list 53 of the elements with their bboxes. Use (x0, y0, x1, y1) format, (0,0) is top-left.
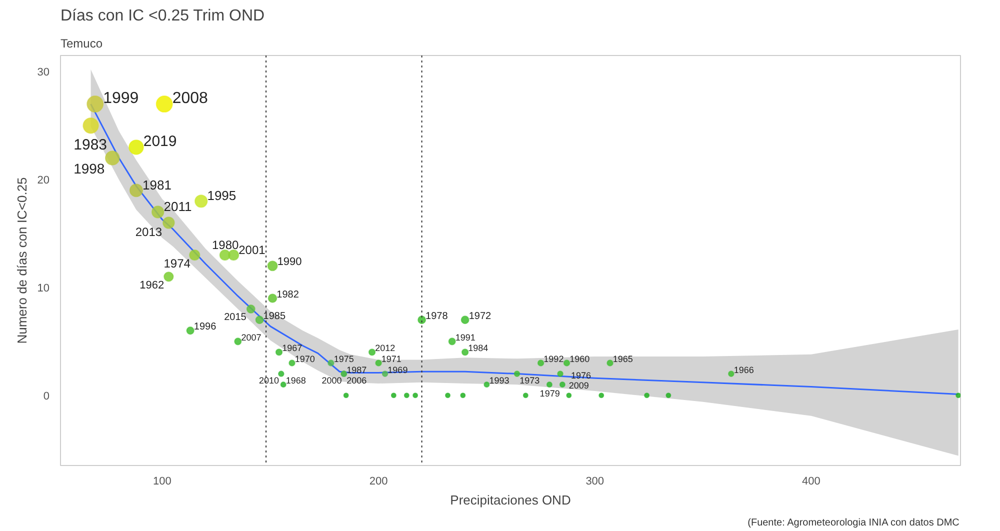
annotation: 1960 (570, 354, 590, 364)
text: (Fuente: Agrometeorologia INIA con datos DMC (748, 518, 960, 528)
annotation: 2008 (172, 90, 208, 108)
annotation: 2015 (224, 312, 247, 324)
annotation: 2007 (241, 332, 262, 342)
annotation: 1978 (426, 310, 448, 322)
x-tick-label: 100 (153, 476, 172, 488)
annotation: 1993 (489, 376, 510, 386)
annotation: 1973 (520, 376, 540, 386)
annotation: 1966 (734, 364, 754, 375)
y-tick-label: 30 (37, 66, 50, 79)
annotation: 1985 (263, 310, 286, 322)
annotation: 2000 (322, 376, 342, 386)
annotation: 1990 (277, 256, 302, 268)
chart-subtitle: Temuco (60, 36, 103, 50)
chart-title: Días con IC <0.25 Trim OND (60, 8, 265, 24)
annotation: 1974 (164, 256, 191, 271)
annotation: 1979 (540, 388, 560, 399)
annotation: 1982 (276, 289, 300, 300)
annotation: 1972 (468, 310, 492, 322)
annotation: 2013 (135, 225, 162, 240)
annotation: 1984 (468, 343, 488, 354)
y-tick-label: 10 (37, 282, 50, 294)
annotation: 1962 (140, 280, 164, 292)
annotation: 1970 (294, 354, 315, 364)
x-tick-label: 300 (586, 476, 604, 488)
annotation: 1965 (612, 354, 633, 364)
annotation: 1992 (544, 354, 564, 364)
annotation: 1980 (212, 238, 240, 252)
annotation: 2011 (164, 198, 192, 214)
annotation: 2010 (258, 376, 280, 386)
x-axis-title: Precipitaciones OND (450, 492, 571, 508)
annotation: 1981 (142, 177, 172, 192)
x-tick-label: 200 (369, 476, 388, 488)
annotation: 1999 (103, 90, 139, 108)
y-axis-title: Numero de días con IC<0.25 (14, 177, 30, 344)
annotation: 1998 (74, 160, 105, 176)
annotation: 1996 (194, 322, 217, 333)
annotation: 1995 (207, 188, 236, 204)
annotation: 1971 (381, 354, 402, 364)
annotation: 1975 (334, 354, 354, 364)
annotation: 1991 (455, 332, 476, 342)
x-tick-label: 400 (802, 476, 820, 488)
annotation: 2009 (568, 380, 589, 391)
annotation: 1967 (282, 343, 302, 354)
annotation: 2006 (346, 376, 367, 386)
y-tick-label: 20 (37, 174, 50, 187)
annotation: 1968 (286, 376, 306, 386)
annotation: 2019 (143, 133, 177, 150)
annotation: 1983 (74, 136, 108, 154)
annotation: 2012 (375, 343, 396, 354)
annotation: 2001 (238, 243, 266, 258)
y-tick-label: 0 (43, 390, 50, 402)
